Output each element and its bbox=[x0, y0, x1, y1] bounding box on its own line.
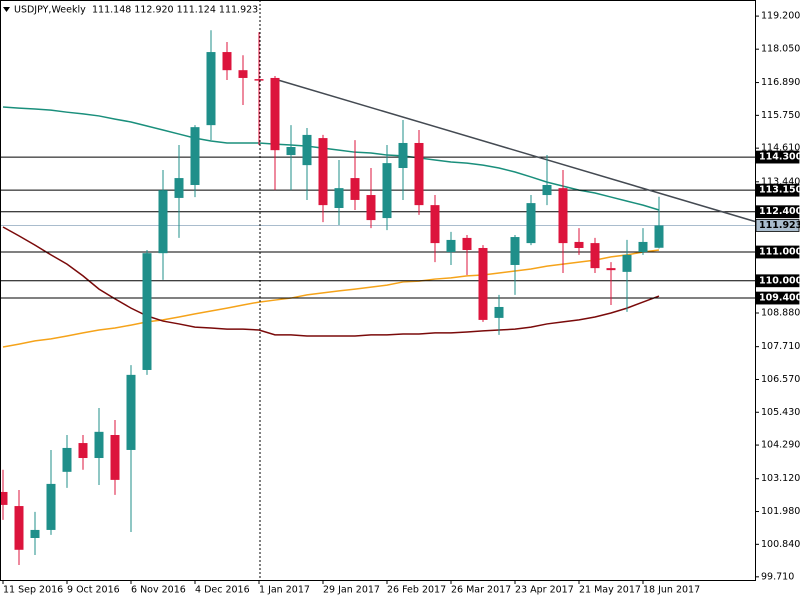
level-label: 113.150 bbox=[759, 185, 800, 196]
level-box bbox=[755, 150, 800, 164]
candle-body bbox=[334, 188, 344, 208]
ohlc-header: 111.148 112.920 111.124 111.923 bbox=[92, 5, 258, 16]
menu-arrow[interactable] bbox=[3, 7, 10, 12]
y-tick-label: 116.890 bbox=[761, 77, 800, 88]
candle-body bbox=[206, 52, 216, 126]
x-tick-label: 9 Oct 2016 bbox=[67, 585, 120, 596]
plot-area bbox=[0, 30, 756, 566]
candle-body bbox=[94, 431, 104, 459]
candle-body bbox=[638, 241, 648, 253]
candle-body bbox=[78, 443, 88, 459]
x-tick-label: 23 Apr 2017 bbox=[515, 585, 574, 596]
x-tick-label: 29 Jan 2017 bbox=[323, 585, 380, 596]
candle-body bbox=[30, 529, 40, 538]
candle-body bbox=[382, 163, 392, 219]
moving-average bbox=[2, 249, 660, 348]
candle-body bbox=[254, 79, 264, 81]
candle-body bbox=[222, 52, 232, 71]
level-box bbox=[755, 291, 800, 305]
candle-body bbox=[590, 243, 600, 269]
y-tick-label: 107.710 bbox=[761, 341, 800, 352]
x-tick-label: 4 Dec 2016 bbox=[195, 585, 250, 596]
moving-average bbox=[2, 226, 660, 337]
candle-body bbox=[654, 225, 664, 248]
y-tick-label: 103.120 bbox=[761, 473, 800, 484]
y-tick-label: 119.200 bbox=[761, 11, 800, 22]
x-tick-label: 21 May 2017 bbox=[579, 585, 641, 596]
candle-body bbox=[62, 447, 72, 472]
candle-body bbox=[270, 77, 280, 151]
y-tick-label: 101.980 bbox=[761, 506, 800, 517]
x-tick-label: 26 Feb 2017 bbox=[387, 585, 446, 596]
price-label: 111.923 bbox=[759, 220, 800, 231]
level-box bbox=[755, 274, 800, 288]
candle-body bbox=[574, 241, 584, 248]
y-tick-label: 115.750 bbox=[761, 110, 800, 121]
x-tick-label: 6 Nov 2016 bbox=[131, 585, 186, 596]
chart-title: USDJPY,Weekly bbox=[14, 5, 86, 16]
candle-body bbox=[238, 70, 248, 78]
y-tick-label: 113.440 bbox=[761, 176, 800, 187]
candle-body bbox=[542, 184, 552, 196]
level-label: 112.400 bbox=[759, 206, 800, 217]
trendline bbox=[274, 78, 756, 223]
candle-body bbox=[126, 374, 136, 450]
candle-body bbox=[110, 434, 120, 480]
candle-body bbox=[174, 178, 184, 198]
x-tick-label: 18 Jun 2017 bbox=[643, 585, 700, 596]
y-tick-label: 108.880 bbox=[761, 308, 800, 319]
candle-body bbox=[446, 239, 456, 253]
candle-body bbox=[14, 506, 24, 550]
y-tick-label: 104.290 bbox=[761, 440, 800, 451]
candle-body bbox=[526, 203, 536, 244]
y-tick-label: 118.050 bbox=[761, 44, 800, 55]
x-tick-label: 1 Jan 2017 bbox=[259, 585, 310, 596]
candle-body bbox=[190, 127, 200, 185]
level-label: 110.000 bbox=[759, 275, 800, 286]
level-box bbox=[755, 205, 800, 219]
candle-body bbox=[302, 134, 312, 166]
candle-body bbox=[142, 253, 152, 370]
candle-body bbox=[366, 195, 376, 221]
candle-body bbox=[0, 491, 8, 505]
candle-body bbox=[46, 483, 56, 530]
candle-body bbox=[478, 247, 488, 320]
level-label: 111.000 bbox=[759, 247, 800, 258]
level-label: 109.400 bbox=[759, 293, 800, 304]
candle-body bbox=[494, 306, 504, 318]
candle-body bbox=[414, 142, 424, 206]
y-tick-label: 100.840 bbox=[761, 539, 800, 550]
level-box bbox=[755, 183, 800, 197]
candle-body bbox=[430, 205, 440, 244]
candle-body bbox=[606, 268, 616, 271]
x-tick-label: 26 Mar 2017 bbox=[451, 585, 511, 596]
plot-frame bbox=[0, 0, 756, 581]
y-tick-label: 114.610 bbox=[761, 143, 800, 154]
candle-body bbox=[158, 190, 168, 254]
y-tick-label: 105.430 bbox=[761, 407, 800, 418]
candle-body bbox=[350, 178, 360, 200]
y-tick-label: 99.710 bbox=[761, 571, 794, 582]
candle-body bbox=[398, 142, 408, 169]
y-tick-label: 106.570 bbox=[761, 374, 800, 385]
candle-body bbox=[318, 138, 328, 206]
x-tick-label: 11 Sep 2016 bbox=[3, 585, 63, 596]
candle-body bbox=[286, 147, 296, 156]
moving-average bbox=[2, 106, 660, 211]
candle-body bbox=[622, 254, 632, 272]
candle-body bbox=[462, 237, 472, 251]
candle-body bbox=[510, 237, 520, 265]
level-box bbox=[755, 245, 800, 259]
candle-body bbox=[558, 188, 568, 244]
price-box bbox=[755, 219, 800, 232]
level-label: 114.300 bbox=[759, 152, 800, 163]
